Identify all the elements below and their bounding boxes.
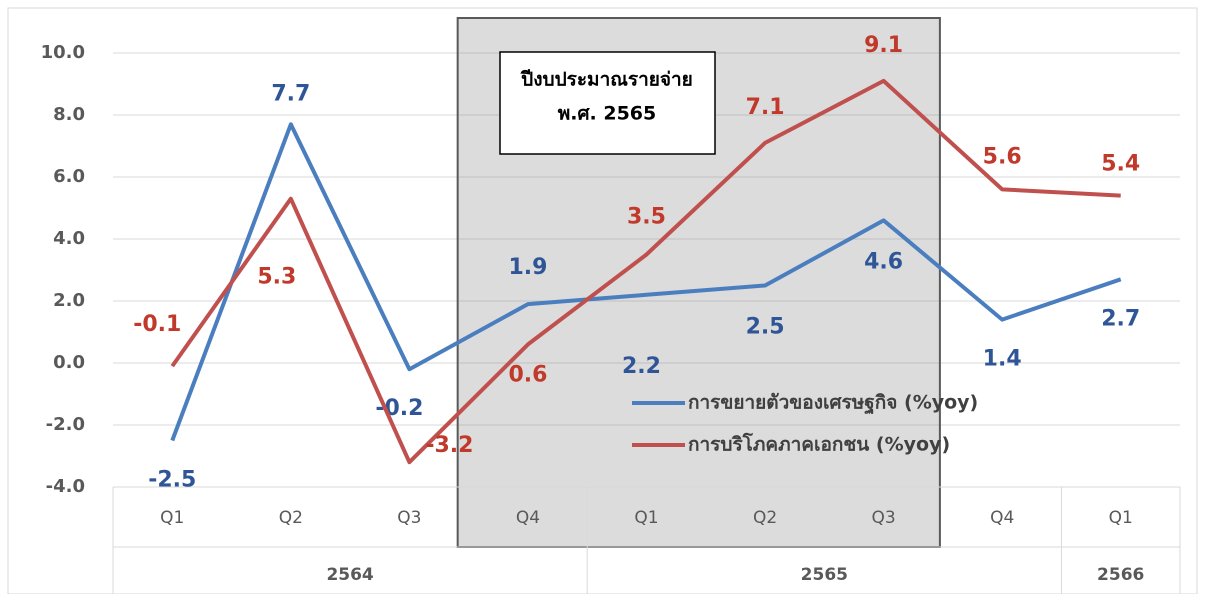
data-label: 7.1 <box>746 95 785 120</box>
data-label: 4.6 <box>864 249 903 274</box>
data-label: 7.7 <box>271 81 310 106</box>
y-tick-label: -2.0 <box>46 414 85 435</box>
y-tick-label: 4.0 <box>53 228 85 249</box>
y-tick-label: 10.0 <box>41 42 85 63</box>
series-line <box>170 78 1121 465</box>
group-label: 2565 <box>801 565 848 585</box>
data-label: -2.5 <box>148 468 196 493</box>
x-tick-label: Q1 <box>1109 508 1133 528</box>
data-label: 2.5 <box>746 315 785 340</box>
x-tick-label: Q4 <box>990 508 1014 528</box>
data-label: 0.6 <box>508 362 547 387</box>
series-line <box>170 122 1122 442</box>
data-label: 9.1 <box>864 33 903 58</box>
frame <box>7 7 1198 594</box>
data-label: 5.3 <box>257 265 296 290</box>
x-tick-label: Q4 <box>516 508 540 528</box>
data-label: 3.5 <box>627 205 666 230</box>
x-tick-label: Q3 <box>872 508 896 528</box>
x-tick-label: Q2 <box>279 508 303 528</box>
annotation: ปีงบประมาณรายจ่าย <box>520 69 692 91</box>
y-tick-label: 6.0 <box>53 166 85 187</box>
x-tick-label: Q1 <box>634 508 658 528</box>
data-label: 5.6 <box>983 144 1022 169</box>
data-label: 2.2 <box>622 354 661 379</box>
legend-label: การขยายตัวของเศรษฐกิจ (%yoy) <box>688 392 978 416</box>
x-tick-label: Q1 <box>160 508 184 528</box>
legend-label: การบริโภคภาคเอกชน (%yoy) <box>688 433 950 456</box>
data-label: 5.4 <box>1101 152 1140 177</box>
x-tick-label: Q2 <box>753 508 777 528</box>
y-tick-label: -4.0 <box>46 476 85 497</box>
x-tick-label: Q3 <box>397 508 421 528</box>
data-label: -3.2 <box>425 433 473 458</box>
data-label: 1.9 <box>508 255 547 280</box>
annotation-box <box>499 51 716 155</box>
annotation: พ.ศ. 2565 <box>558 103 657 125</box>
data-label: 2.7 <box>1101 306 1140 331</box>
group-label: 2564 <box>326 565 373 585</box>
y-tick-label: 2.0 <box>53 290 85 311</box>
data-label: 1.4 <box>983 347 1022 372</box>
y-tick-label: 0.0 <box>53 352 85 373</box>
group-label: 2566 <box>1097 565 1144 585</box>
y-tick-label: 8.0 <box>53 104 85 125</box>
data-label: -0.1 <box>133 312 181 337</box>
